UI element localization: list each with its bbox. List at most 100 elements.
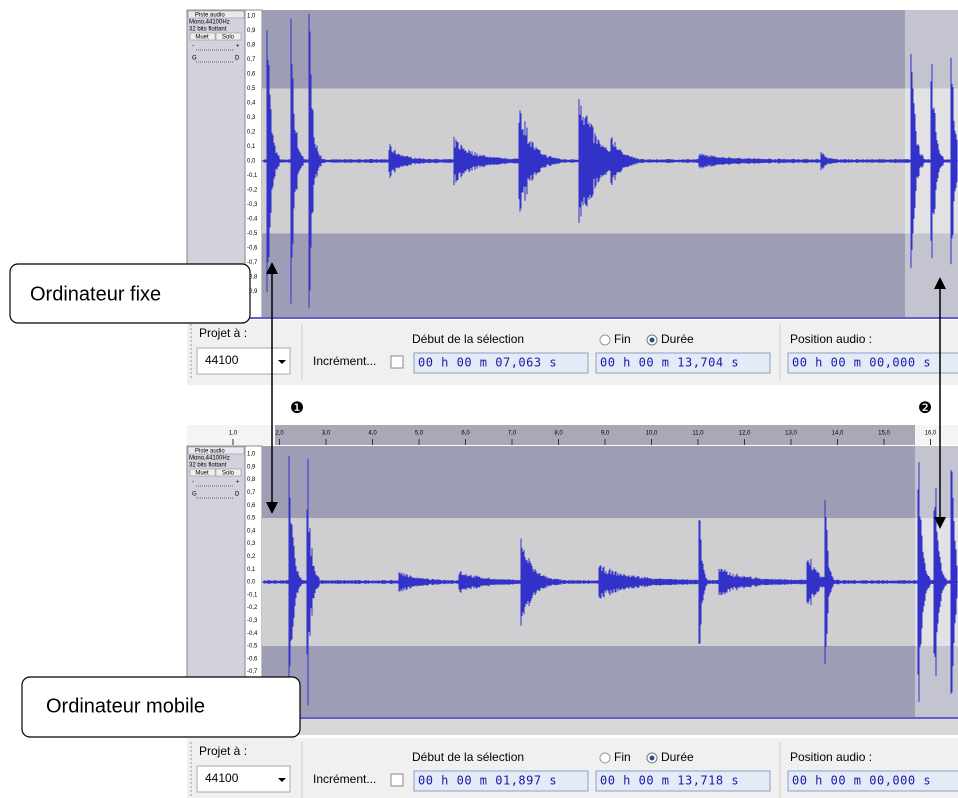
gain-plus: + — [236, 44, 240, 50]
amplitude-label: 0,8 — [247, 477, 256, 483]
amplitude-label: -0,6 — [247, 246, 258, 252]
pan-right: D — [235, 56, 240, 62]
amplitude-label: 0,6 — [247, 503, 256, 509]
amplitude-label: 0,8 — [247, 43, 256, 49]
solo-label: Solo — [222, 35, 235, 41]
length-radio-dot — [650, 338, 655, 343]
snap-checkbox[interactable] — [391, 356, 403, 368]
mute-label: Muet — [195, 35, 209, 41]
ruler-label: 16,0 — [925, 431, 937, 437]
end-radio[interactable] — [600, 335, 610, 345]
ruler-label: 9,0 — [601, 431, 610, 437]
track-name: Piste audio — [195, 13, 225, 19]
amplitude-label: -0,2 — [247, 188, 258, 194]
ruler-label: 6,0 — [461, 431, 470, 437]
amplitude-label: -0,7 — [247, 260, 258, 266]
rate-value: 44100 — [205, 771, 239, 785]
ruler-label: 3,0 — [322, 431, 331, 437]
amplitude-label: -0,4 — [247, 631, 258, 637]
amplitude-label: 0,5 — [247, 86, 256, 92]
mute-label: Muet — [195, 471, 209, 477]
amplitude-label: 0,4 — [247, 528, 256, 534]
time-value: 00 h 00 m 00,000 s — [792, 356, 931, 370]
amplitude-label: 0,5 — [247, 516, 256, 522]
marker: ❶ — [290, 400, 304, 417]
amplitude-label: 0,0 — [247, 580, 256, 586]
rate-label: Projet à : — [199, 326, 247, 340]
rate-value: 44100 — [205, 353, 239, 367]
amplitude-label: 0,7 — [247, 57, 256, 63]
time-value: 00 h 00 m 07,063 s — [418, 356, 557, 370]
amplitude-label: 1,0 — [247, 14, 256, 20]
snap-checkbox[interactable] — [391, 774, 403, 786]
gain-plus: + — [236, 480, 240, 486]
time-value: 00 h 00 m 13,718 s — [600, 774, 739, 788]
ruler-label: 1,0 — [229, 431, 238, 437]
amplitude-label: 0,9 — [247, 28, 256, 34]
ruler-label: 11,0 — [692, 431, 704, 437]
ruler-label: 5,0 — [415, 431, 424, 437]
amplitude-label: 0,7 — [247, 490, 256, 496]
gain-minus: - — [192, 480, 194, 486]
snap-label: Incrément... — [313, 354, 376, 368]
position-label: Position audio : — [790, 332, 872, 346]
rate-label: Projet à : — [199, 744, 247, 758]
snap-label: Incrément... — [313, 772, 376, 786]
amplitude-label: -0,1 — [247, 592, 258, 598]
amplitude-label: 0,2 — [247, 130, 256, 136]
end-label: Fin — [614, 750, 631, 764]
solo-label: Solo — [222, 471, 235, 477]
track-sample: 32 bits flottant — [189, 463, 227, 469]
marker: ❷ — [918, 400, 932, 417]
pan-left: G — [192, 56, 197, 62]
ruler-label: 8,0 — [554, 431, 563, 437]
position-label: Position audio : — [790, 750, 872, 764]
amplitude-label: 0,6 — [247, 72, 256, 78]
ruler-label: 10,0 — [646, 431, 658, 437]
selection-label: Début de la sélection — [412, 750, 524, 764]
ruler-label: 15,0 — [878, 431, 890, 437]
scrollbar — [187, 719, 958, 735]
amplitude-label: 0,9 — [247, 464, 256, 470]
amplitude-label: 0,1 — [247, 567, 256, 573]
ruler-label: 2,0 — [275, 431, 284, 437]
amplitude-label: 1,0 — [247, 452, 256, 458]
end-radio[interactable] — [600, 753, 610, 763]
ruler-label: 13,0 — [785, 431, 797, 437]
screenshot: Piste audioMono,44100Hz32 bits flottantM… — [0, 0, 958, 798]
pan-right: D — [235, 492, 240, 498]
ruler-label: 7,0 — [508, 431, 517, 437]
amplitude-label: 0,4 — [247, 101, 256, 107]
gain-minus: - — [192, 44, 194, 50]
time-value: 00 h 00 m 00,000 s — [792, 774, 931, 788]
amplitude-label: -0,3 — [247, 618, 258, 624]
amplitude-label: -0,5 — [247, 231, 258, 237]
amplitude-label: 0,3 — [247, 115, 256, 121]
ruler-label: 14,0 — [832, 431, 844, 437]
time-value: 00 h 00 m 01,897 s — [418, 774, 557, 788]
track-name: Piste audio — [195, 449, 225, 455]
length-radio-dot — [650, 756, 655, 761]
label: Ordinateur mobile — [46, 695, 205, 717]
end-label: Fin — [614, 332, 631, 346]
length-label: Durée — [661, 750, 694, 764]
amplitude-label: -0,2 — [247, 605, 258, 611]
amplitude-label: 0,2 — [247, 554, 256, 560]
amplitude-label: 0,1 — [247, 144, 256, 150]
amplitude-label: -0,5 — [247, 644, 258, 650]
amplitude-label: -0,1 — [247, 173, 258, 179]
amplitude-label: -0,3 — [247, 202, 258, 208]
amplitude-label: -0,7 — [247, 669, 258, 675]
amplitude-label: 0,3 — [247, 541, 256, 547]
ruler-label: 12,0 — [739, 431, 751, 437]
pan-left: G — [192, 492, 197, 498]
ruler-label: 4,0 — [368, 431, 377, 437]
track-sample: 32 bits flottant — [189, 27, 227, 33]
time-value: 00 h 00 m 13,704 s — [600, 356, 739, 370]
label: Ordinateur fixe — [30, 283, 161, 305]
amplitude-label: -0,4 — [247, 217, 258, 223]
amplitude-label: -0,6 — [247, 656, 258, 662]
selection-label: Début de la sélection — [412, 332, 524, 346]
length-label: Durée — [661, 332, 694, 346]
amplitude-label: 0,0 — [247, 159, 256, 165]
